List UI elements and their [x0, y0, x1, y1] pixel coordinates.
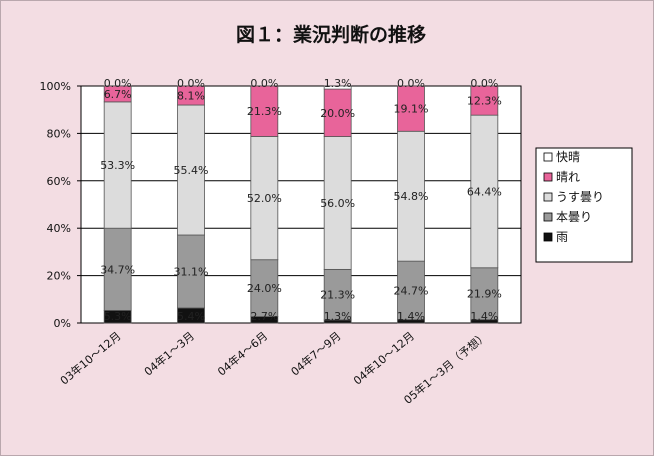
legend-swatch [543, 212, 553, 222]
data-label: 53.3% [100, 159, 135, 172]
x-axis-ticks: 03年10～12月 04年1～3月 04年4～6月 04年7～9月 04年10～12月0… [57, 329, 490, 407]
x-tick-label: 04年10～12月 [350, 329, 416, 388]
data-label: 1.3% [324, 310, 352, 323]
data-label: 55.4% [174, 164, 209, 177]
x-tick-label: 03年10～12月 [57, 329, 123, 388]
bar-segment [470, 85, 499, 116]
legend-label: 雨 [556, 230, 568, 244]
data-label: 20.0% [320, 107, 355, 120]
bar-segment [103, 227, 132, 311]
plot-area [80, 85, 522, 324]
data-label: 21.9% [467, 288, 502, 301]
bar-segment [250, 136, 279, 261]
data-label: 19.1% [394, 103, 429, 116]
data-label: 12.3% [467, 95, 502, 108]
x-tick-label: 04年1～3月 [141, 329, 197, 379]
data-label: 31.1% [174, 265, 209, 278]
data-label: 0.0% [104, 77, 132, 90]
data-label: 1.3% [324, 77, 352, 90]
data-label: 1.4% [470, 310, 498, 323]
legend-swatch [543, 172, 553, 182]
data-label: 1.4% [397, 310, 425, 323]
y-tick-label: 40% [47, 222, 71, 235]
data-label: 24.7% [394, 284, 429, 297]
bar-segment [323, 85, 352, 90]
bar-segment [103, 101, 132, 229]
bar-segment [323, 268, 352, 321]
x-tick-label: 04年7～9月 [288, 329, 344, 379]
data-label: 0.0% [470, 77, 498, 90]
bar-segment [177, 234, 205, 309]
bar-segment [470, 267, 499, 321]
bar-segment [177, 104, 205, 236]
y-tick-label: 0% [54, 317, 71, 330]
x-tick-label: 04年4～6月 [215, 329, 271, 379]
y-tick-label: 100% [40, 80, 71, 93]
y-tick-label: 80% [47, 127, 71, 140]
data-label: 54.8% [394, 190, 429, 203]
legend-box [535, 147, 633, 263]
bars [103, 85, 499, 324]
y-axis-ticks: 0% 20% 40% 60% 80% 100% [40, 80, 81, 330]
data-label: 24.0% [247, 282, 282, 295]
data-label: 5.3% [104, 310, 132, 323]
data-label: 5.4% [177, 310, 205, 323]
bar-segment [397, 260, 425, 321]
data-label: 0.0% [177, 77, 205, 90]
data-label: 6.7% [104, 88, 132, 101]
data-label: 56.0% [320, 197, 355, 210]
legend-label: 本曇り [556, 210, 592, 224]
data-label: 34.7% [100, 263, 135, 276]
bar-segment [177, 85, 205, 106]
legend-swatch [543, 192, 553, 202]
data-label: 21.3% [247, 105, 282, 118]
legend-label: 晴れ [556, 170, 580, 184]
data-label: 64.4% [467, 185, 502, 198]
legend-swatch [543, 232, 553, 242]
y-tick-label: 20% [47, 270, 71, 283]
data-label: 52.0% [247, 192, 282, 205]
chart-title: 図１：業況判断の推移 [236, 23, 426, 46]
bar-segment [103, 85, 132, 103]
legend-swatch [543, 152, 553, 162]
legend-label: 快晴 [556, 150, 580, 164]
data-labels: 5.3%34.7%53.3%6.7%0.0%5.4%31.1%55.4%8.1%… [100, 77, 502, 323]
bar-segment [323, 136, 352, 270]
bar-segment [397, 130, 425, 262]
y-tick-label: 60% [47, 175, 71, 188]
bar-segment [397, 85, 425, 132]
bar-segment [250, 85, 279, 137]
data-label: 8.1% [177, 90, 205, 103]
gridlines [81, 132, 521, 277]
data-label: 21.3% [320, 289, 355, 302]
data-label: 0.0% [397, 77, 425, 90]
data-label: 0.0% [250, 77, 278, 90]
legend-label: うす曇り [556, 190, 604, 204]
data-label: 2.7% [250, 310, 278, 323]
